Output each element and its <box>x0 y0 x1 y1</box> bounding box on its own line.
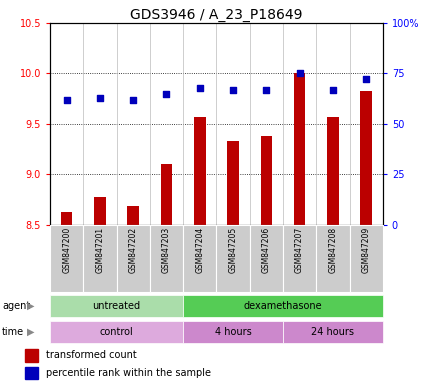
Bar <box>149 225 183 292</box>
Text: time: time <box>2 327 24 337</box>
Point <box>329 86 335 93</box>
Text: transformed count: transformed count <box>46 350 137 360</box>
Bar <box>326 117 338 225</box>
Bar <box>359 91 371 225</box>
Point <box>229 86 236 93</box>
Text: 24 hours: 24 hours <box>311 327 354 337</box>
Text: agent: agent <box>2 301 30 311</box>
Point <box>129 97 136 103</box>
Text: GSM847207: GSM847207 <box>294 227 303 273</box>
Point <box>262 86 269 93</box>
Point <box>362 76 369 83</box>
Bar <box>283 225 316 292</box>
Bar <box>83 225 116 292</box>
Bar <box>116 225 149 292</box>
Text: control: control <box>99 327 133 337</box>
Text: GSM847208: GSM847208 <box>328 227 337 273</box>
Bar <box>227 141 238 225</box>
Text: GSM847204: GSM847204 <box>195 227 204 273</box>
Bar <box>25 367 38 379</box>
Text: percentile rank within the sample: percentile rank within the sample <box>46 367 211 377</box>
Text: ▶: ▶ <box>27 301 34 311</box>
Text: ▶: ▶ <box>27 327 34 337</box>
Bar <box>160 164 172 225</box>
Point <box>96 94 103 101</box>
Text: dexamethasone: dexamethasone <box>243 301 322 311</box>
Bar <box>316 225 349 292</box>
Bar <box>50 295 183 317</box>
Bar <box>194 117 205 225</box>
Point <box>296 70 302 76</box>
Text: GSM847202: GSM847202 <box>128 227 138 273</box>
Bar <box>25 349 38 362</box>
Bar <box>50 321 183 343</box>
Bar <box>94 197 105 225</box>
Point <box>196 84 203 91</box>
Point <box>63 97 70 103</box>
Bar <box>183 225 216 292</box>
Point <box>163 91 170 97</box>
Text: GSM847206: GSM847206 <box>261 227 270 273</box>
Bar <box>283 321 382 343</box>
Bar <box>260 136 272 225</box>
Text: GSM847205: GSM847205 <box>228 227 237 273</box>
Text: untreated: untreated <box>92 301 140 311</box>
Text: GSM847203: GSM847203 <box>161 227 171 273</box>
Bar <box>50 225 83 292</box>
Bar <box>216 225 249 292</box>
Bar <box>127 207 139 225</box>
Bar <box>61 212 72 225</box>
Text: GSM847201: GSM847201 <box>95 227 104 273</box>
Bar <box>349 225 382 292</box>
Bar <box>249 225 283 292</box>
Text: GSM847209: GSM847209 <box>361 227 370 273</box>
Title: GDS3946 / A_23_P18649: GDS3946 / A_23_P18649 <box>130 8 302 22</box>
Bar <box>293 73 305 225</box>
Bar <box>183 321 283 343</box>
Text: 4 hours: 4 hours <box>214 327 251 337</box>
Text: GSM847200: GSM847200 <box>62 227 71 273</box>
Bar <box>183 295 382 317</box>
